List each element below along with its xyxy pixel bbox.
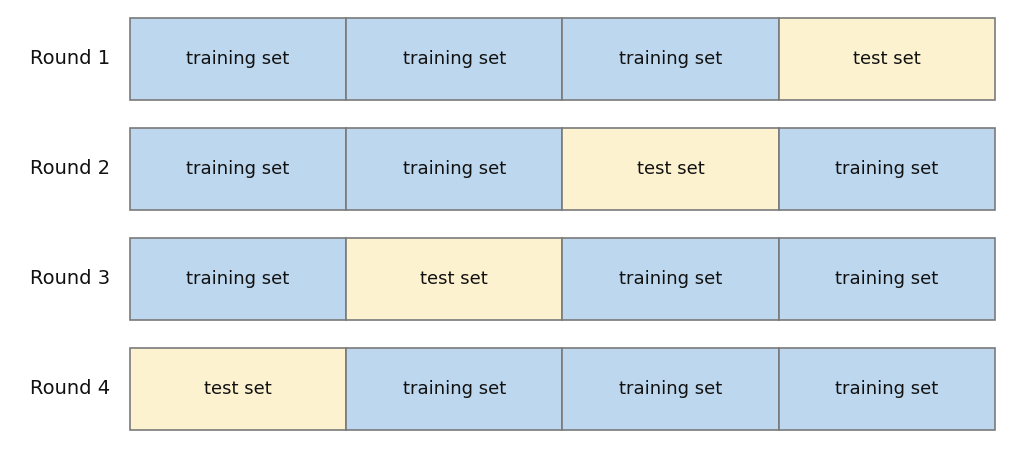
Text: training set: training set <box>403 160 506 178</box>
Text: training set: training set <box>187 270 289 288</box>
Bar <box>130 348 346 430</box>
Bar <box>779 128 995 210</box>
Bar <box>130 128 346 210</box>
Bar <box>562 238 779 320</box>
Text: test set: test set <box>636 160 704 178</box>
Text: test set: test set <box>853 50 921 68</box>
Text: test set: test set <box>204 380 272 398</box>
Text: training set: training set <box>835 270 939 288</box>
Bar <box>562 18 779 100</box>
Text: training set: training set <box>187 50 289 68</box>
Text: training set: training set <box>187 160 289 178</box>
Text: Round 2: Round 2 <box>29 159 110 179</box>
Bar <box>346 128 562 210</box>
Text: Round 3: Round 3 <box>29 270 110 288</box>
Bar <box>779 348 995 430</box>
Text: training set: training set <box>619 380 723 398</box>
Bar <box>346 238 562 320</box>
Text: Round 1: Round 1 <box>29 49 110 69</box>
Text: training set: training set <box>403 50 506 68</box>
Bar <box>130 18 346 100</box>
Bar <box>562 128 779 210</box>
Text: training set: training set <box>403 380 506 398</box>
Bar <box>346 348 562 430</box>
Bar <box>130 238 346 320</box>
Text: training set: training set <box>619 270 723 288</box>
Bar <box>779 238 995 320</box>
Bar <box>346 18 562 100</box>
Text: training set: training set <box>835 380 939 398</box>
Bar <box>562 348 779 430</box>
Bar <box>779 18 995 100</box>
Text: training set: training set <box>619 50 723 68</box>
Text: Round 4: Round 4 <box>29 379 110 399</box>
Text: test set: test set <box>420 270 488 288</box>
Text: training set: training set <box>835 160 939 178</box>
